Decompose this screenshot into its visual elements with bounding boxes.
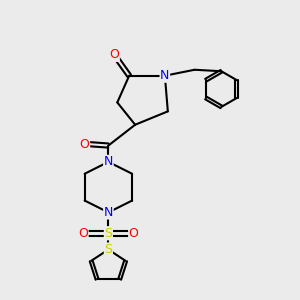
Text: N: N (160, 69, 170, 82)
Text: N: N (104, 155, 113, 168)
Text: S: S (104, 243, 112, 256)
Text: O: O (78, 227, 88, 240)
Text: O: O (80, 138, 89, 151)
Text: N: N (104, 206, 113, 219)
Text: O: O (110, 48, 119, 62)
Text: S: S (104, 227, 112, 240)
Text: O: O (129, 227, 139, 240)
